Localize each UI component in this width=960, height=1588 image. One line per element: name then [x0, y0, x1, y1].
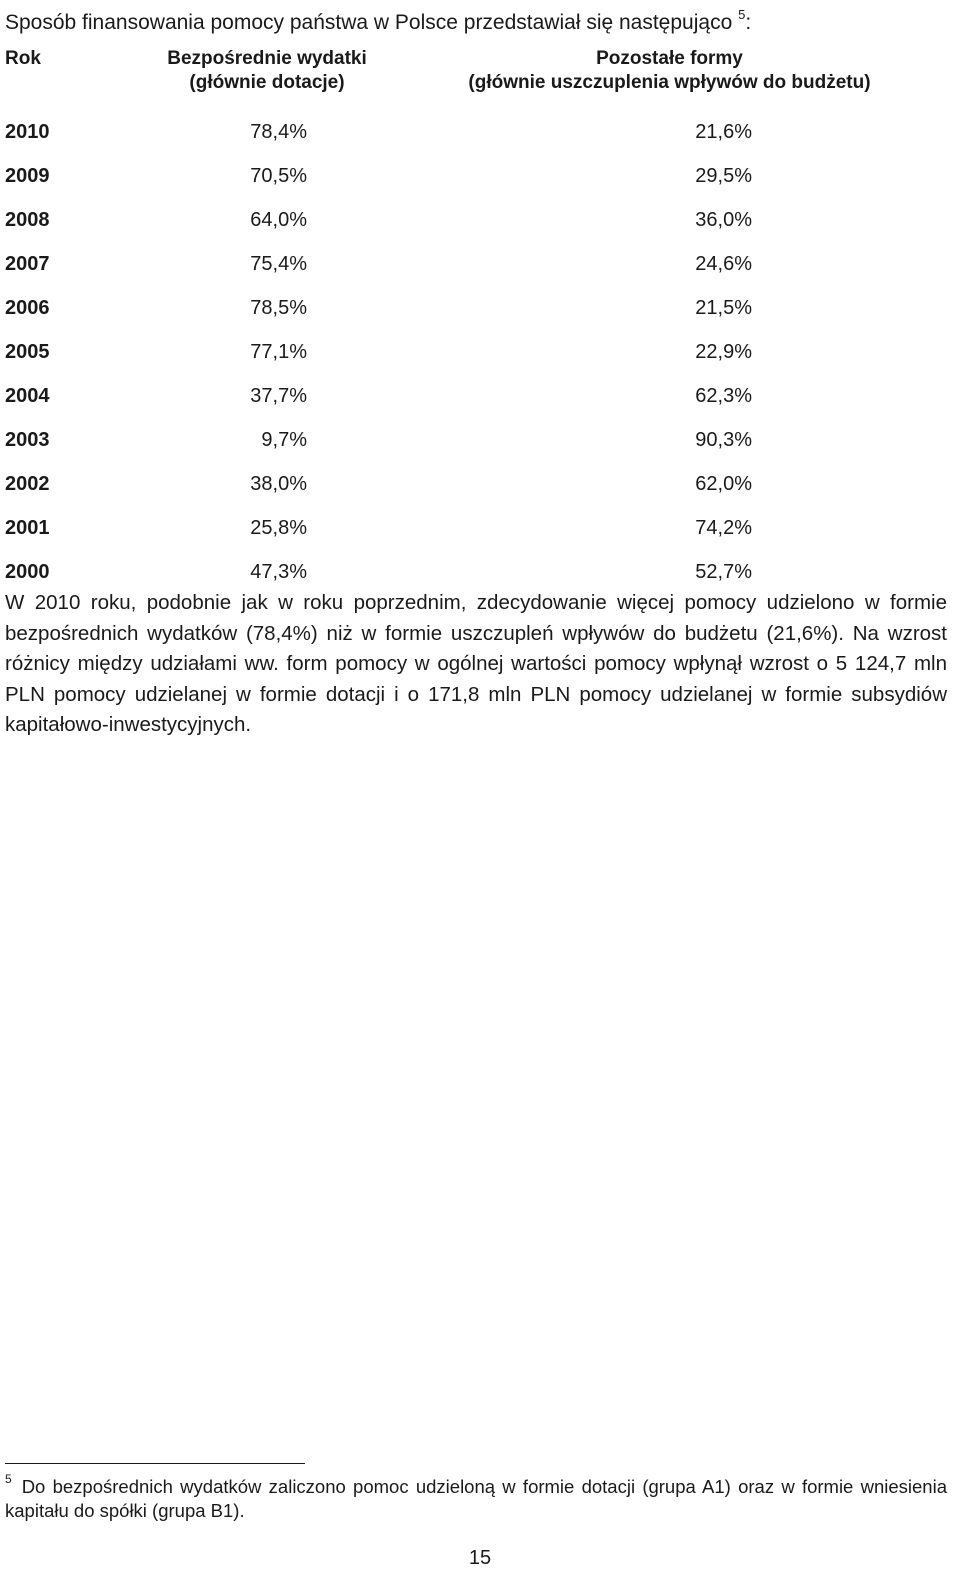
cell-direct-expenditure: 75,4%	[250, 253, 307, 275]
cell-year: 2005	[5, 341, 50, 363]
header-direct-line2: (głównie dotacje)	[189, 72, 345, 93]
cell-year: 2007	[5, 253, 50, 275]
footnote-text: Do bezpośrednich wydatków zaliczono pomo…	[5, 1476, 947, 1522]
cell-direct-expenditure: 38,0%	[250, 473, 307, 495]
cell-other-forms: 21,5%	[695, 297, 752, 319]
header-year-label: Rok	[5, 48, 41, 69]
cell-year: 2006	[5, 297, 50, 319]
header-other-line2: (głównie uszczuplenia wpływów do budżetu…	[468, 72, 871, 93]
cell-year: 2008	[5, 209, 50, 231]
cell-direct-expenditure: 77,1%	[250, 341, 307, 363]
header-other-forms: Pozostałe formy (głównie uszczuplenia wp…	[397, 47, 942, 110]
cell-other-forms: 24,6%	[695, 253, 752, 275]
footnote-reference[interactable]: 5	[738, 7, 746, 22]
cell-year: 2001	[5, 517, 50, 539]
cell-direct-expenditure: 64,0%	[250, 209, 307, 231]
table-row: 2005 77,1% 22,9%	[5, 330, 942, 374]
table-row: 2002 38,0% 62,0%	[5, 462, 942, 506]
cell-other-forms: 29,5%	[695, 165, 752, 187]
footnote-number: 5	[5, 1472, 12, 1486]
table-row: 2010 78,4% 21,6%	[5, 110, 942, 154]
cell-direct-expenditure: 78,5%	[250, 297, 307, 319]
cell-other-forms: 21,6%	[695, 121, 752, 143]
cell-other-forms: 22,9%	[695, 341, 752, 363]
cell-direct-expenditure: 9,7%	[261, 429, 307, 451]
cell-year: 2002	[5, 473, 50, 495]
cell-other-forms: 62,0%	[695, 473, 752, 495]
cell-direct-expenditure: 25,8%	[250, 517, 307, 539]
cell-direct-expenditure: 37,7%	[250, 385, 307, 407]
analysis-paragraph: W 2010 roku, podobnie jak w roku poprzed…	[5, 591, 947, 736]
table-row: 2006 78,5% 21,5%	[5, 286, 942, 330]
header-other-line1: Pozostałe formy	[596, 48, 743, 69]
footnote: 5 Do bezpośrednich wydatków zaliczono pom…	[5, 1470, 947, 1523]
cell-year: 2003	[5, 429, 50, 451]
table-row: 2004 37,7% 62,3%	[5, 374, 942, 418]
table-row: 2008 64,0% 36,0%	[5, 198, 942, 242]
cell-other-forms: 36,0%	[695, 209, 752, 231]
footnote-separator	[5, 1463, 305, 1464]
cell-other-forms: 62,3%	[695, 385, 752, 407]
cell-year: 2000	[5, 561, 50, 583]
cell-direct-expenditure: 78,4%	[250, 121, 307, 143]
table-row: 2007 75,4% 24,6%	[5, 242, 942, 286]
cell-year: 2004	[5, 385, 50, 407]
table-row: 2009 70,5% 29,5%	[5, 154, 942, 198]
table-body: 2010 78,4% 21,6% 2009 70,5% 29,5% 2008 64,0% 36,…	[5, 110, 942, 594]
table-header-row: Rok Bezpośrednie wydatki (głównie dotacj…	[5, 47, 942, 110]
header-direct-line1: Bezpośrednie wydatki	[167, 48, 367, 69]
table-row: 2003 9,7% 90,3%	[5, 418, 942, 462]
intro-text: Sposób finansowania pomocy państwa w Pol…	[5, 11, 733, 34]
cell-other-forms: 74,2%	[695, 517, 752, 539]
cell-direct-expenditure: 70,5%	[250, 165, 307, 187]
header-direct-expenditure: Bezpośrednie wydatki (głównie dotacje)	[137, 47, 397, 110]
table-row: 2000 47,3% 52,7%	[5, 550, 942, 594]
cell-year: 2009	[5, 165, 50, 187]
intro-sentence: Sposób finansowania pomocy państwa w Pol…	[5, 2, 751, 38]
page-number: 15	[468, 1547, 492, 1569]
table-row: 2001 25,8% 74,2%	[5, 506, 942, 550]
intro-suffix: :	[745, 11, 752, 34]
cell-other-forms: 90,3%	[695, 429, 752, 451]
cell-year: 2010	[5, 121, 50, 143]
cell-other-forms: 52,7%	[695, 561, 752, 583]
cell-direct-expenditure: 47,3%	[250, 561, 307, 583]
header-year: Rok	[5, 47, 137, 110]
state-aid-financing-table: Rok Bezpośrednie wydatki (głównie dotacj…	[5, 47, 942, 594]
